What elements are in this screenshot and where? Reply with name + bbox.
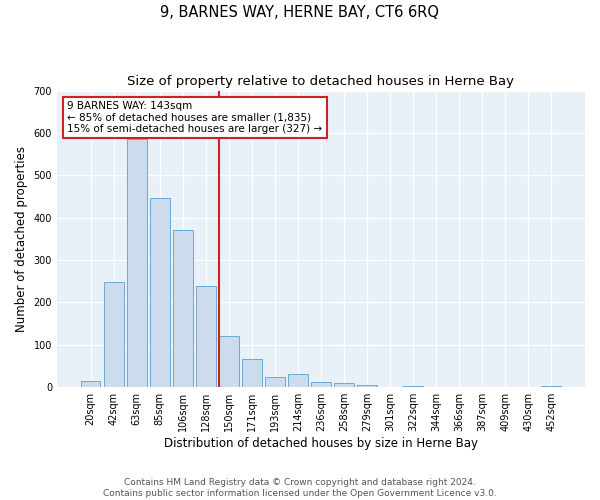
Bar: [81, 381, 100, 387]
Bar: [334, 383, 354, 387]
X-axis label: Distribution of detached houses by size in Herne Bay: Distribution of detached houses by size …: [164, 437, 478, 450]
Bar: [541, 386, 561, 387]
Bar: [311, 382, 331, 387]
Bar: [242, 359, 262, 387]
Bar: [357, 385, 377, 387]
Bar: [196, 286, 215, 387]
Bar: [127, 140, 146, 387]
Bar: [288, 374, 308, 387]
Bar: [403, 386, 423, 387]
Bar: [104, 282, 124, 387]
Y-axis label: Number of detached properties: Number of detached properties: [15, 146, 28, 332]
Title: Size of property relative to detached houses in Herne Bay: Size of property relative to detached ho…: [127, 75, 514, 88]
Bar: [219, 336, 239, 387]
Bar: [173, 230, 193, 387]
Text: Contains HM Land Registry data © Crown copyright and database right 2024.
Contai: Contains HM Land Registry data © Crown c…: [103, 478, 497, 498]
Bar: [150, 198, 170, 387]
Text: 9, BARNES WAY, HERNE BAY, CT6 6RQ: 9, BARNES WAY, HERNE BAY, CT6 6RQ: [161, 5, 439, 20]
Bar: [265, 377, 284, 387]
Text: 9 BARNES WAY: 143sqm
← 85% of detached houses are smaller (1,835)
15% of semi-de: 9 BARNES WAY: 143sqm ← 85% of detached h…: [67, 101, 323, 134]
